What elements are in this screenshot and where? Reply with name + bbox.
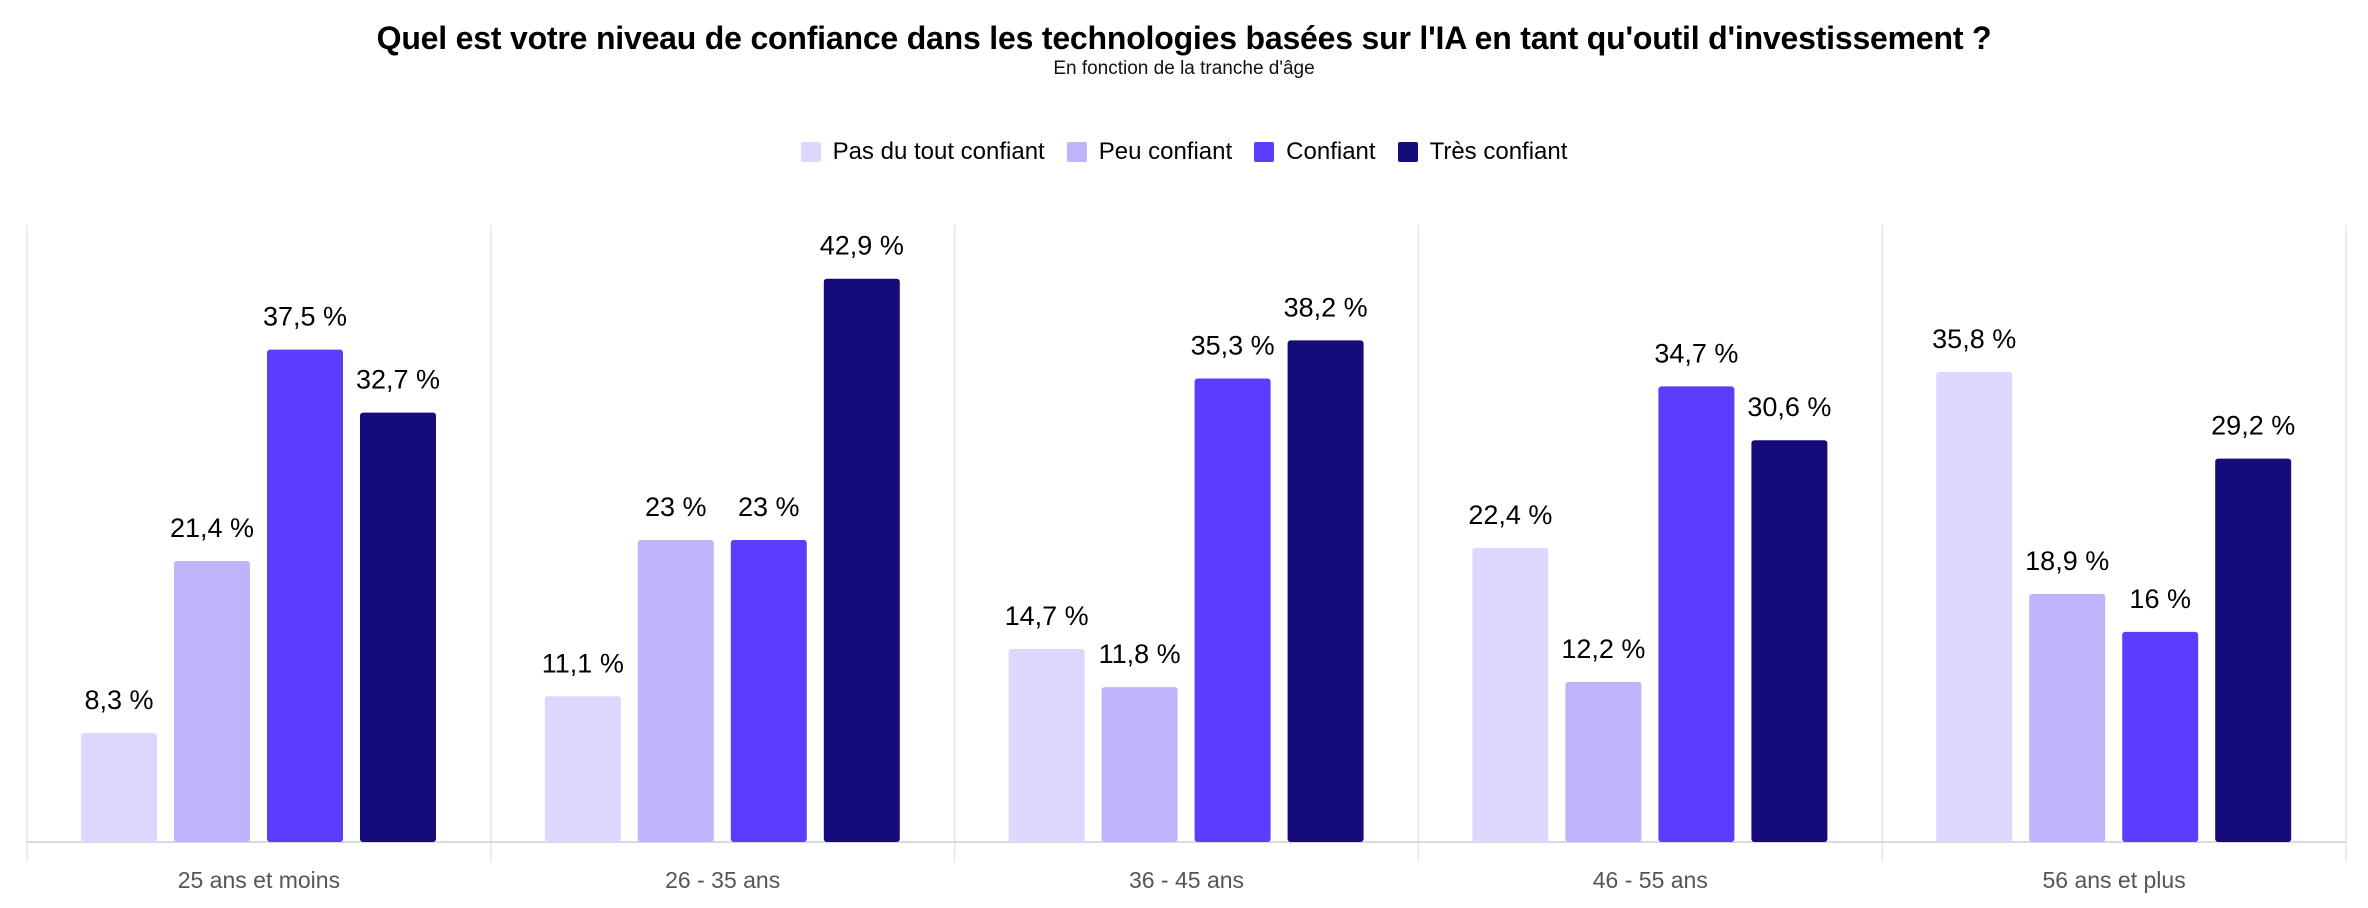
- legend-item-pas-du-tout-confiant[interactable]: Pas du tout confiant: [800, 138, 1045, 166]
- chart-title: Quel est votre niveau de confiance dans …: [376, 20, 1992, 56]
- data-label: 14,7 %: [1005, 601, 1089, 631]
- legend-label: Très confiant: [1429, 138, 1568, 165]
- bar[interactable]: [2029, 593, 2106, 842]
- data-label: 11,8 %: [1099, 639, 1181, 669]
- legend-swatch: [1397, 142, 1418, 162]
- bar[interactable]: [2122, 631, 2199, 842]
- legend-label: Peu confiant: [1098, 138, 1233, 165]
- data-label: 21,4 %: [170, 513, 254, 543]
- bar[interactable]: [267, 349, 343, 842]
- legend-item-tres-confiant[interactable]: Très confiant: [1397, 138, 1568, 166]
- legend-swatch: [1066, 142, 1087, 162]
- bar[interactable]: [1565, 681, 1642, 842]
- bar[interactable]: [823, 278, 900, 842]
- bar[interactable]: [1194, 378, 1271, 842]
- data-label: 29,2 %: [2211, 411, 2295, 441]
- bar[interactable]: [730, 540, 807, 842]
- data-label: 30,6 %: [1747, 392, 1831, 422]
- data-label: 35,8 %: [1932, 324, 2016, 354]
- data-label: 23 %: [645, 492, 707, 522]
- x-tick-label: 25 ans et moins: [178, 867, 340, 893]
- data-label: 11,1 %: [542, 648, 624, 678]
- bar[interactable]: [1008, 648, 1085, 842]
- data-label: 23 %: [738, 492, 800, 522]
- bar[interactable]: [1101, 687, 1178, 842]
- data-label: 42,9 %: [820, 231, 904, 261]
- x-tick-label: 56 ans et plus: [2042, 867, 2185, 893]
- bar[interactable]: [1751, 440, 1828, 842]
- x-tick-label: 36 - 45 ans: [1129, 867, 1244, 893]
- data-label: 22,4 %: [1468, 500, 1552, 530]
- x-tick-label: 46 - 55 ans: [1593, 867, 1708, 893]
- legend-item-confiant[interactable]: Confiant: [1254, 138, 1376, 166]
- x-tick-label: 26 - 35 ans: [665, 867, 780, 893]
- bar[interactable]: [1658, 386, 1735, 842]
- data-label: 34,7 %: [1654, 338, 1738, 368]
- chart-subtitle: En fonction de la tranche d'âge: [1053, 58, 1315, 79]
- bar[interactable]: [1287, 340, 1364, 842]
- bar[interactable]: [1936, 371, 2013, 842]
- bar[interactable]: [360, 412, 436, 842]
- bar[interactable]: [81, 733, 157, 842]
- data-label: 16 %: [2129, 584, 2191, 614]
- legend-label: Confiant: [1286, 138, 1376, 165]
- data-label: 35,3 %: [1191, 331, 1275, 361]
- data-label: 38,2 %: [1284, 292, 1368, 322]
- legend-swatch: [800, 142, 821, 162]
- bar[interactable]: [2215, 458, 2292, 842]
- data-label: 18,9 %: [2025, 546, 2109, 576]
- data-label: 32,7 %: [356, 365, 440, 395]
- bar[interactable]: [637, 540, 714, 842]
- legend-label: Pas du tout confiant: [832, 138, 1045, 165]
- data-label: 8,3 %: [84, 685, 153, 715]
- legend-swatch: [1254, 142, 1275, 162]
- data-label: 37,5 %: [263, 302, 347, 332]
- bar[interactable]: [1472, 547, 1549, 842]
- legend-item-peu-confiant[interactable]: Peu confiant: [1066, 138, 1233, 166]
- bar[interactable]: [544, 696, 621, 842]
- chart-legend: Pas du tout confiant Peu confiant Confia…: [0, 138, 2368, 166]
- data-label: 12,2 %: [1561, 634, 1645, 664]
- bar[interactable]: [174, 561, 250, 842]
